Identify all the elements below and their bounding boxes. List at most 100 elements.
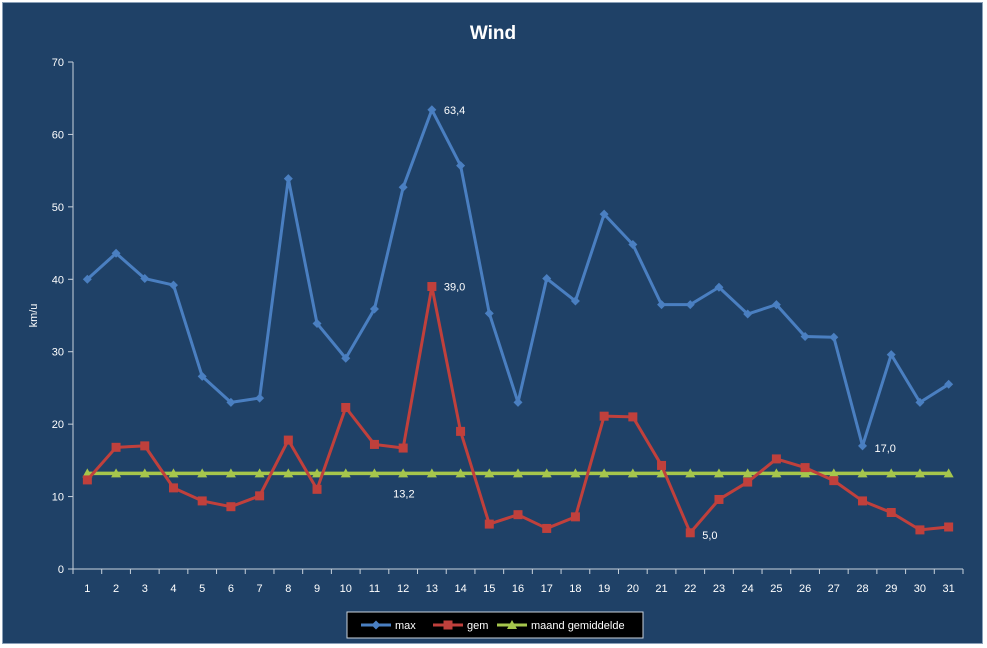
- series-max: [82, 105, 954, 451]
- x-tick-label: 16: [512, 583, 524, 595]
- data-point: [743, 477, 753, 487]
- data-point: [226, 502, 236, 512]
- data-point: [657, 460, 667, 470]
- data-label: 63,4: [444, 105, 465, 117]
- data-point: [111, 468, 122, 478]
- data-point: [312, 468, 323, 478]
- data-point: [943, 468, 954, 478]
- data-point: [369, 439, 379, 449]
- data-point: [829, 332, 839, 342]
- y-tick-label: 50: [52, 202, 64, 214]
- data-point: [398, 468, 409, 478]
- x-tick-label: 18: [569, 583, 581, 595]
- data-point: [743, 309, 753, 319]
- x-tick-label: 23: [713, 583, 725, 595]
- data-point: [685, 300, 695, 310]
- data-point: [456, 426, 466, 436]
- data-point: [225, 468, 236, 478]
- x-tick-label: 19: [598, 583, 610, 595]
- data-point: [82, 274, 92, 284]
- data-point: [800, 332, 810, 342]
- data-point: [542, 274, 552, 284]
- data-label: 39,0: [444, 282, 465, 294]
- x-tick-label: 6: [228, 583, 234, 595]
- data-point: [771, 454, 781, 464]
- data-point: [254, 468, 265, 478]
- x-tick-label: 3: [142, 583, 148, 595]
- data-point: [427, 282, 437, 292]
- legend-entry-max: max: [361, 620, 416, 632]
- data-point: [456, 161, 466, 171]
- data-point: [197, 371, 207, 381]
- data-point: [484, 308, 494, 318]
- data-point: [312, 484, 322, 494]
- x-tick-label: 7: [257, 583, 263, 595]
- data-point: [656, 468, 667, 478]
- data-point: [168, 468, 179, 478]
- legend-label: maand gemiddelde: [531, 620, 625, 632]
- data-point: [771, 300, 781, 310]
- data-point: [858, 441, 868, 451]
- x-tick-label: 21: [655, 583, 667, 595]
- y-tick-label: 0: [58, 564, 64, 576]
- data-point: [513, 510, 523, 520]
- data-point: [714, 494, 724, 504]
- data-point: [771, 468, 782, 478]
- x-tick-label: 5: [199, 583, 205, 595]
- x-tick-label: 8: [285, 583, 291, 595]
- x-tick-label: 24: [742, 583, 754, 595]
- data-point: [599, 411, 609, 421]
- series-maand-gemiddelde: [82, 468, 954, 478]
- x-tick-label: 25: [770, 583, 782, 595]
- data-point: [599, 209, 609, 219]
- legend-box: [346, 611, 644, 639]
- x-tick-label: 22: [684, 583, 696, 595]
- data-point: [426, 468, 437, 478]
- x-tick-label: 12: [397, 583, 409, 595]
- x-tick-label: 4: [170, 583, 176, 595]
- data-point: [628, 412, 638, 422]
- data-point: [800, 463, 810, 473]
- data-point: [541, 468, 552, 478]
- y-tick-label: 30: [52, 347, 64, 359]
- data-labels: 63,4 39,0 17,0 5,0 13,2: [393, 105, 896, 542]
- data-point: [742, 468, 753, 478]
- data-point: [111, 442, 121, 452]
- legend-entry-gem: gem: [433, 620, 488, 632]
- x-tick-label: 27: [828, 583, 840, 595]
- data-point: [915, 397, 925, 407]
- data-point: [340, 468, 351, 478]
- data-point: [570, 296, 580, 306]
- data-point: [484, 519, 494, 529]
- series-line: [86, 108, 950, 448]
- data-point: [341, 402, 351, 412]
- data-point: [369, 468, 380, 478]
- x-tick-label: 28: [856, 583, 868, 595]
- data-point: [455, 468, 466, 478]
- data-point: [944, 379, 954, 389]
- y-tick-label: 20: [52, 419, 64, 431]
- data-point: [657, 300, 667, 310]
- x-tick-label: 9: [314, 583, 320, 595]
- x-tick-label: 17: [541, 583, 553, 595]
- data-point: [713, 468, 724, 478]
- legend: max gem maand gemiddelde: [346, 611, 644, 639]
- data-point: [283, 174, 293, 184]
- data-point: [398, 182, 408, 192]
- y-tick-label: 40: [52, 274, 64, 286]
- data-point: [369, 304, 379, 314]
- data-point: [140, 441, 150, 451]
- data-point: [570, 512, 580, 522]
- data-point: [197, 496, 207, 506]
- data-point: [82, 475, 92, 485]
- data-point: [570, 468, 581, 478]
- data-point: [886, 468, 897, 478]
- data-point: [628, 240, 638, 250]
- x-tick-label: 13: [426, 583, 438, 595]
- data-point: [914, 468, 925, 478]
- data-point: [685, 468, 696, 478]
- data-point: [858, 496, 868, 506]
- data-point: [800, 468, 811, 478]
